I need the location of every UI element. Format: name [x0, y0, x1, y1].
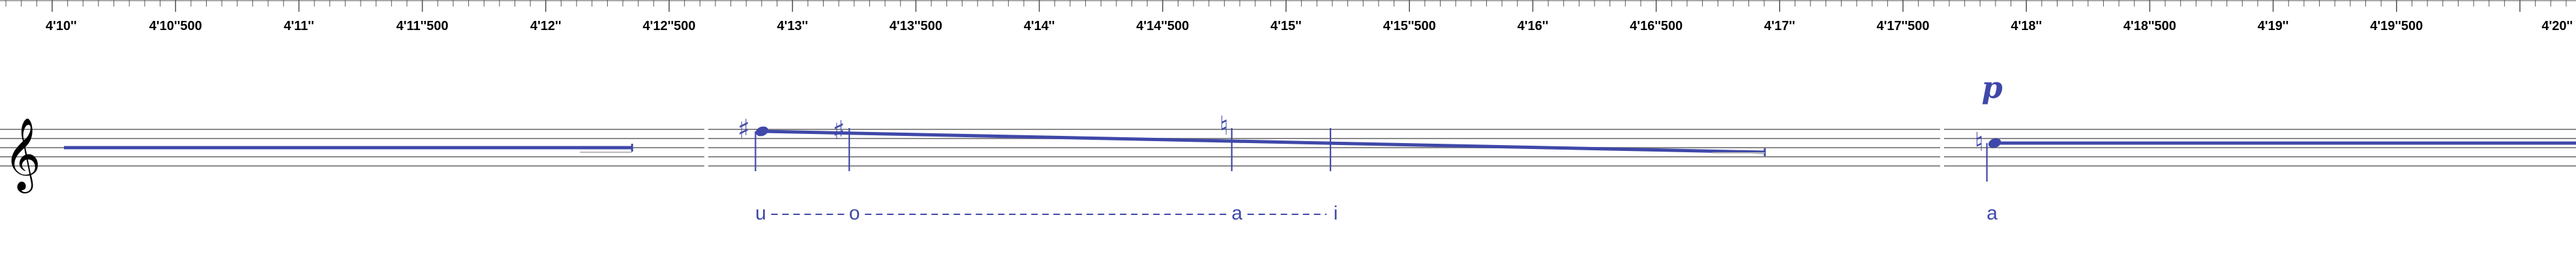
note-u-sharp-icon: ♯	[738, 114, 750, 144]
ruler-label: 4'18''500	[2123, 19, 2176, 33]
ruler-label: 4'18''	[2011, 19, 2042, 33]
ruler-label: 4'11''500	[397, 19, 449, 33]
dynamic-marking: p	[1982, 70, 2003, 105]
ruler-label: 4'10''	[46, 19, 77, 33]
note-o-sharp-icon: ♯	[833, 116, 845, 146]
lyric-syllable: a	[1986, 203, 1998, 224]
ruler-label: 4'20''	[2541, 19, 2573, 33]
ruler-label: 4'14''500	[1136, 19, 1189, 33]
ruler-label: 4'16''	[1518, 19, 1549, 33]
note-a-final-head[interactable]	[1987, 137, 2003, 150]
ruler-label: 4'11''	[284, 19, 314, 33]
lyric-syllable: u	[755, 203, 766, 224]
ruler-label: 4'15''500	[1383, 19, 1436, 33]
ruler-label: 4'10''500	[149, 19, 202, 33]
treble-clef-icon: 𝄞	[4, 117, 41, 193]
ruler-label: 4'19''	[2258, 19, 2289, 33]
note-a-natural-icon: ♮	[1220, 111, 1229, 141]
note-u-head[interactable]	[755, 125, 770, 138]
ruler-label: 4'14''	[1024, 19, 1055, 33]
ruler-label: 4'13''500	[890, 19, 942, 33]
ruler-label: 4'17''	[1764, 19, 1795, 33]
glissando-line[interactable]	[763, 129, 1765, 154]
ruler-label: 4'12''500	[642, 19, 695, 33]
ruler-label: 4'15''	[1270, 19, 1302, 33]
ruler-label: 4'19''500	[2370, 19, 2423, 33]
lyric-syllable: o	[849, 203, 860, 224]
lyric-syllable: a	[1231, 203, 1242, 224]
note-a-final-natural-icon: ♮	[1975, 127, 1984, 157]
lyric-syllable: i	[1334, 203, 1338, 224]
ruler-label: 4'17''500	[1876, 19, 1929, 33]
ruler-label: 4'12''	[530, 19, 562, 33]
ruler-label: 4'13''	[777, 19, 808, 33]
ruler-label: 4'16''500	[1630, 19, 1683, 33]
